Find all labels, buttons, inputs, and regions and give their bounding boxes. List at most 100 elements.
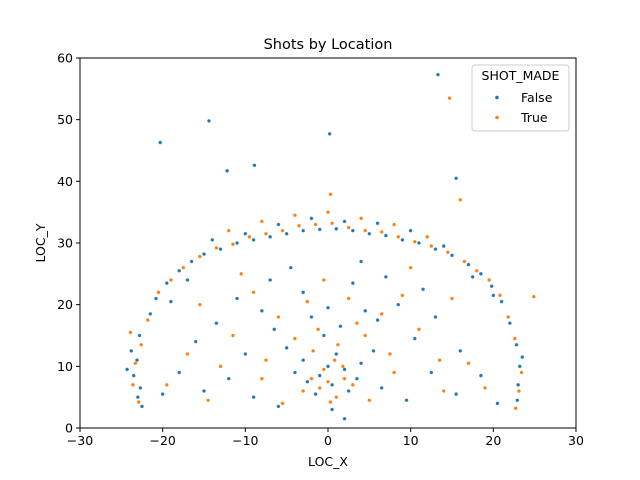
point-true-82 — [239, 271, 244, 276]
point-true-6 — [136, 400, 141, 405]
point-true-79 — [335, 342, 340, 347]
point-true-66 — [206, 398, 211, 403]
point-true-46 — [317, 385, 322, 390]
point-false-63 — [355, 376, 359, 381]
point-true-35 — [517, 389, 521, 393]
point-true-28 — [462, 259, 467, 264]
point-true-87 — [388, 352, 392, 356]
point-false-8 — [131, 373, 136, 378]
point-true-77 — [280, 401, 285, 406]
point-true-68 — [305, 299, 310, 304]
point-true-2 — [458, 197, 463, 202]
point-true-31 — [498, 293, 502, 298]
point-true-33 — [512, 336, 517, 341]
y-axis-label: LOC_Y — [33, 223, 48, 262]
point-false-17 — [164, 281, 169, 286]
point-false-97 — [338, 324, 343, 329]
point-false-43 — [516, 382, 521, 387]
point-true-70 — [321, 278, 326, 282]
point-false-4 — [252, 163, 257, 168]
point-true-59 — [379, 311, 384, 316]
point-true-48 — [334, 395, 339, 400]
point-false-12 — [125, 367, 130, 372]
point-true-16 — [264, 231, 268, 236]
point-true-49 — [342, 376, 347, 381]
point-false-93 — [251, 395, 256, 400]
point-false-103 — [495, 401, 500, 406]
point-true-30 — [487, 278, 492, 282]
point-true-1 — [328, 192, 333, 197]
legend-frame — [471, 64, 570, 132]
point-true-34 — [519, 370, 524, 375]
point-false-25 — [284, 231, 289, 236]
point-true-80 — [316, 327, 321, 332]
point-false-11 — [140, 404, 144, 409]
x-axis: −30 −20 −10 0 10 20 30 — [67, 428, 584, 448]
point-false-77 — [412, 336, 417, 341]
point-false-49 — [309, 216, 314, 221]
point-true-21 — [346, 225, 351, 230]
point-true-64 — [218, 364, 223, 369]
point-true-86 — [264, 358, 268, 363]
point-false-15 — [148, 311, 153, 316]
point-false-80 — [202, 389, 206, 393]
point-true-43 — [392, 222, 397, 227]
point-false-37 — [479, 271, 483, 276]
point-false-2 — [158, 140, 163, 145]
point-false-40 — [507, 321, 512, 326]
legend-label-true: True — [520, 110, 548, 125]
point-false-29 — [350, 228, 355, 233]
point-true-81 — [355, 321, 359, 326]
y-tick-label: 60 — [57, 51, 73, 66]
point-false-33 — [417, 241, 421, 245]
point-false-71 — [371, 348, 376, 353]
point-true-88 — [328, 400, 333, 405]
point-true-27 — [445, 250, 450, 255]
point-false-54 — [185, 278, 190, 282]
point-false-45 — [520, 355, 525, 360]
x-tick-label: 20 — [485, 433, 501, 448]
point-true-32 — [506, 315, 511, 319]
x-tick-label: 0 — [324, 433, 332, 448]
point-false-88 — [421, 287, 425, 292]
point-true-76 — [483, 385, 487, 390]
point-true-62 — [231, 333, 235, 338]
point-false-98 — [309, 315, 314, 319]
point-true-75 — [164, 382, 169, 387]
point-false-57 — [491, 293, 496, 298]
point-true-11 — [181, 265, 186, 270]
point-false-105 — [379, 385, 384, 390]
point-true-51 — [350, 382, 355, 387]
point-false-106 — [288, 265, 293, 270]
point-false-30 — [367, 231, 372, 236]
point-true-42 — [359, 216, 363, 221]
point-true-25 — [412, 239, 417, 244]
point-false-78 — [226, 376, 231, 381]
point-true-0 — [447, 96, 452, 101]
point-false-52 — [408, 228, 413, 233]
point-true-29 — [474, 268, 479, 273]
point-true-67 — [441, 389, 446, 393]
point-false-66 — [359, 361, 363, 366]
point-true-12 — [197, 254, 202, 259]
point-true-50 — [301, 389, 306, 393]
point-true-84 — [197, 302, 202, 307]
point-true-56 — [293, 336, 297, 341]
point-true-9 — [156, 290, 161, 295]
point-false-87 — [235, 296, 239, 301]
point-false-89 — [193, 339, 198, 344]
point-false-107 — [359, 259, 363, 264]
y-tick-label: 40 — [57, 174, 73, 189]
point-false-79 — [429, 370, 434, 375]
y-tick-label: 0 — [65, 421, 73, 436]
x-tick-label: −30 — [67, 433, 93, 448]
y-axis: 0 10 20 30 40 50 60 — [57, 51, 80, 436]
point-false-74 — [259, 308, 264, 313]
y-tick-label: 20 — [57, 297, 73, 312]
chart-title: Shots by Location — [264, 37, 393, 53]
point-false-48 — [276, 222, 281, 227]
y-tick-label: 10 — [57, 359, 73, 374]
point-false-27 — [317, 227, 322, 232]
point-true-8 — [145, 318, 150, 323]
point-true-74 — [466, 361, 471, 366]
